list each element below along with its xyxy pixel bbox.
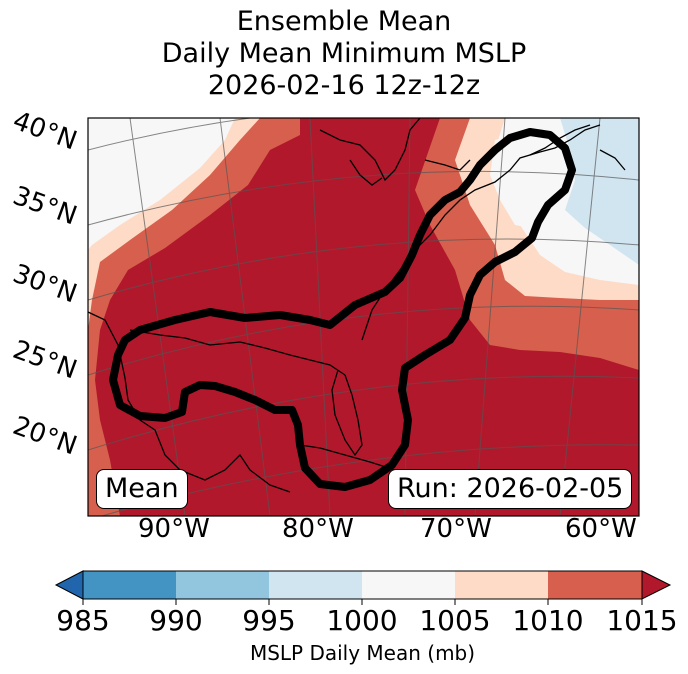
title-line-3: 2026-02-16 12z-12z [207,70,481,101]
colorbar-tick-1000: 1000 [326,604,398,637]
mean-label-box: Mean [96,469,188,509]
run-date-box: Run: 2026-02-05 [388,469,633,509]
colorbar [54,570,672,605]
map-frame [87,117,640,517]
colorbar-bin-990-995 [176,571,269,599]
colorbar-extend-high [641,570,672,600]
colorbar-extend-low [54,570,84,600]
lon-label-60: 60°W [565,514,637,544]
map-area [88,118,639,516]
band-1000-west [88,118,235,250]
colorbar-bin-995-1000 [269,571,362,599]
title-line-2: Daily Mean Minimum MSLP [161,38,527,69]
colorbar-tick-1010: 1010 [512,604,584,637]
colorbar-tick-995: 995 [242,604,296,637]
colorbar-tick-990: 990 [149,604,203,637]
colorbar-label: MSLP Daily Mean (mb) [249,641,476,665]
lon-label-80: 80°W [282,514,354,544]
colorbar-tick-1005: 1005 [419,604,491,637]
colorbar-tick-985: 985 [56,604,110,637]
mean-contour [109,128,576,491]
colorbar-bin-1005-1010 [455,571,548,599]
band-995-east [560,118,639,265]
colorbar-tick-1015: 1015 [606,604,678,637]
colorbar-ticks [82,599,643,605]
lon-label-70: 70°W [420,514,492,544]
colorbar-bin-1010-1015 [548,571,642,599]
colorbar-bin-985-990 [83,571,176,599]
title-line-1: Ensemble Mean [236,6,452,37]
colorbar-bin-1000-1005 [362,571,455,599]
lon-label-90: 90°W [138,514,210,544]
